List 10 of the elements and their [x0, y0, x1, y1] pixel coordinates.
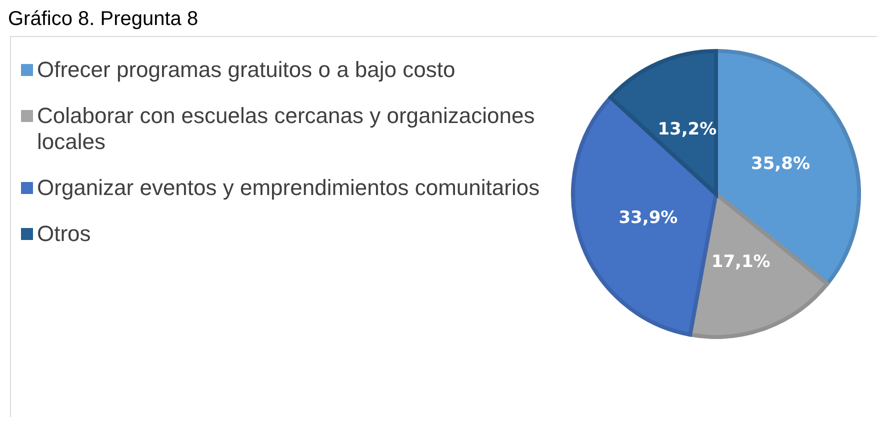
data-label: 35,8% [751, 154, 810, 174]
legend-label: Otros [37, 221, 91, 247]
legend-label: Ofrecer programas gratuitos o a bajo costo [37, 57, 456, 83]
pie-slice [608, 49, 718, 196]
data-label: 17,1% [711, 252, 770, 272]
legend-label: Colaborar con escuelas cercanas y organizaciones locales [37, 103, 536, 155]
legend-label: Organizar eventos y emprendimientos comunitarios [37, 175, 540, 201]
chart-title: Gráfico 8. Pregunta 8 [8, 8, 200, 32]
data-label: 13,2% [658, 120, 717, 140]
data-label: 33,9% [618, 208, 678, 228]
